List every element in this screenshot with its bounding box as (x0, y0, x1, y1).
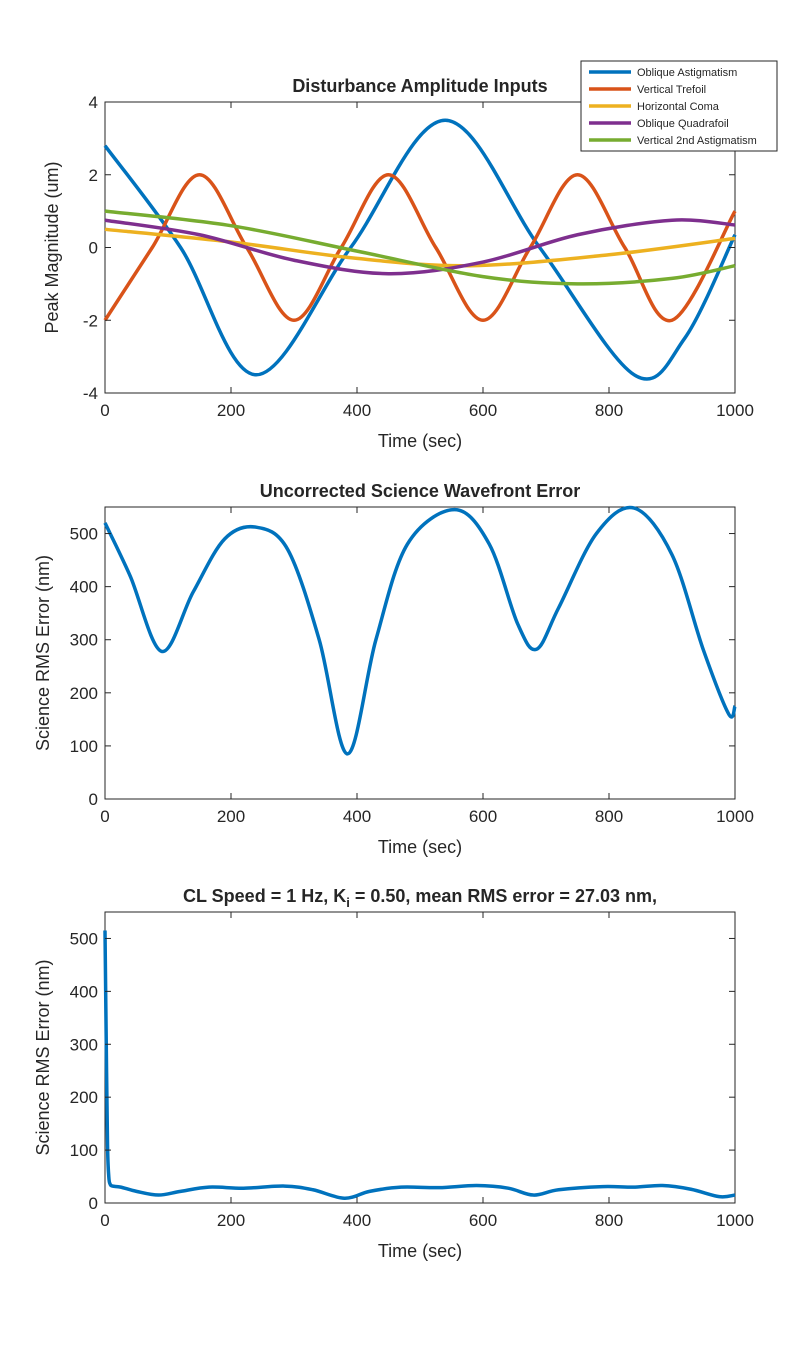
y-tick-label: 200 (70, 1088, 98, 1107)
x-tick-label: 800 (595, 401, 623, 420)
legend-label: Vertical 2nd Astigmatism (637, 135, 757, 147)
legend-label: Vertical Trefoil (637, 84, 706, 96)
x-tick-label: 1000 (716, 401, 754, 420)
x-tick-label: 400 (343, 807, 371, 826)
y-tick-label: 200 (70, 684, 98, 703)
legend-label: Oblique Quadrafoil (637, 118, 729, 130)
series-line-vertical-trefoil (103, 173, 737, 323)
x-tick-label: 800 (595, 807, 623, 826)
y-tick-label: 2 (89, 166, 98, 185)
x-tick-label: 800 (595, 1211, 623, 1230)
x-tick-label: 200 (217, 807, 245, 826)
chart-title: CL Speed = 1 Hz, Ki = 0.50, mean RMS err… (183, 886, 657, 910)
x-axis-label: Time (sec) (378, 431, 462, 451)
legend-label: Oblique Astigmatism (637, 67, 737, 79)
x-axis-label: Time (sec) (378, 1241, 462, 1261)
x-tick-label: 1000 (716, 1211, 754, 1230)
y-tick-label: 0 (89, 790, 98, 809)
y-tick-label: -2 (83, 311, 98, 330)
y-tick-label: 500 (70, 929, 98, 948)
x-tick-label: 0 (100, 807, 109, 826)
series-line-oblique-astigmatism (103, 118, 737, 381)
tick-group: 0 200 400 600 800 1000 0 100 200 300 400 500 (70, 912, 754, 1230)
plot-area (104, 506, 736, 800)
series-line-oblique-quadrafoil (104, 218, 736, 276)
panel-uncorrected-error: 0 200 400 600 800 1000 0 100 200 300 400 500 Uncorr… (33, 481, 754, 857)
x-tick-label: 400 (343, 401, 371, 420)
y-tick-label: 300 (70, 1035, 98, 1054)
plot-area (104, 911, 736, 1204)
panel-closed-loop-error: 0 200 400 600 800 1000 0 100 200 300 400 500 CL Spe… (33, 886, 754, 1261)
y-tick-label: 500 (70, 525, 98, 544)
x-axis-label: Time (sec) (378, 837, 462, 857)
series-group (103, 505, 737, 756)
title-part-subscript: i (346, 895, 350, 910)
x-tick-label: 400 (343, 1211, 371, 1230)
y-axis-label: Science RMS Error (nm) (33, 959, 53, 1155)
y-tick-label: 400 (70, 982, 98, 1001)
series-group (103, 930, 736, 1200)
chart-title: Uncorrected Science Wavefront Error (260, 481, 580, 501)
x-tick-label: 1000 (716, 807, 754, 826)
x-tick-label: 200 (217, 1211, 245, 1230)
title-part-rest: = 0.50, mean RMS error = 27.03 nm, (350, 886, 657, 906)
x-tick-label: 600 (469, 1211, 497, 1230)
x-tick-label: 600 (469, 807, 497, 826)
panel-disturbance-inputs: 0 200 400 600 800 1000 -4 -2 0 2 4 Disturbance Amp… (42, 60, 778, 451)
tick-group: 0 200 400 600 800 1000 -4 -2 0 2 4 (83, 93, 754, 420)
x-tick-label: 0 (100, 401, 109, 420)
chart-title: Disturbance Amplitude Inputs (292, 76, 547, 96)
series-group (103, 118, 737, 381)
y-axis-label: Peak Magnitude (um) (42, 161, 62, 333)
legend: Oblique Astigmatism Vertical Trefoil Horiz… (580, 60, 778, 152)
tick-group: 0 200 400 600 800 1000 0 100 200 300 400 500 (70, 507, 754, 826)
x-tick-label: 200 (217, 401, 245, 420)
x-tick-label: 600 (469, 401, 497, 420)
y-tick-label: 0 (89, 1194, 98, 1213)
y-tick-label: -4 (83, 384, 98, 403)
x-tick-label: 0 (100, 1211, 109, 1230)
y-tick-label: 4 (89, 93, 98, 112)
series-line-vertical-2nd-astigmatism (104, 209, 736, 286)
series-line-uncorrected (103, 505, 737, 756)
y-tick-label: 100 (70, 737, 98, 756)
y-tick-label: 400 (70, 578, 98, 597)
y-tick-label: 0 (89, 239, 98, 258)
y-tick-label: 300 (70, 631, 98, 650)
series-line-closed-loop (103, 930, 736, 1200)
y-axis-label: Science RMS Error (nm) (33, 555, 53, 751)
y-tick-label: 100 (70, 1141, 98, 1160)
title-part-main: CL Speed = 1 Hz, K (183, 886, 346, 906)
legend-label: Horizontal Coma (637, 101, 720, 113)
